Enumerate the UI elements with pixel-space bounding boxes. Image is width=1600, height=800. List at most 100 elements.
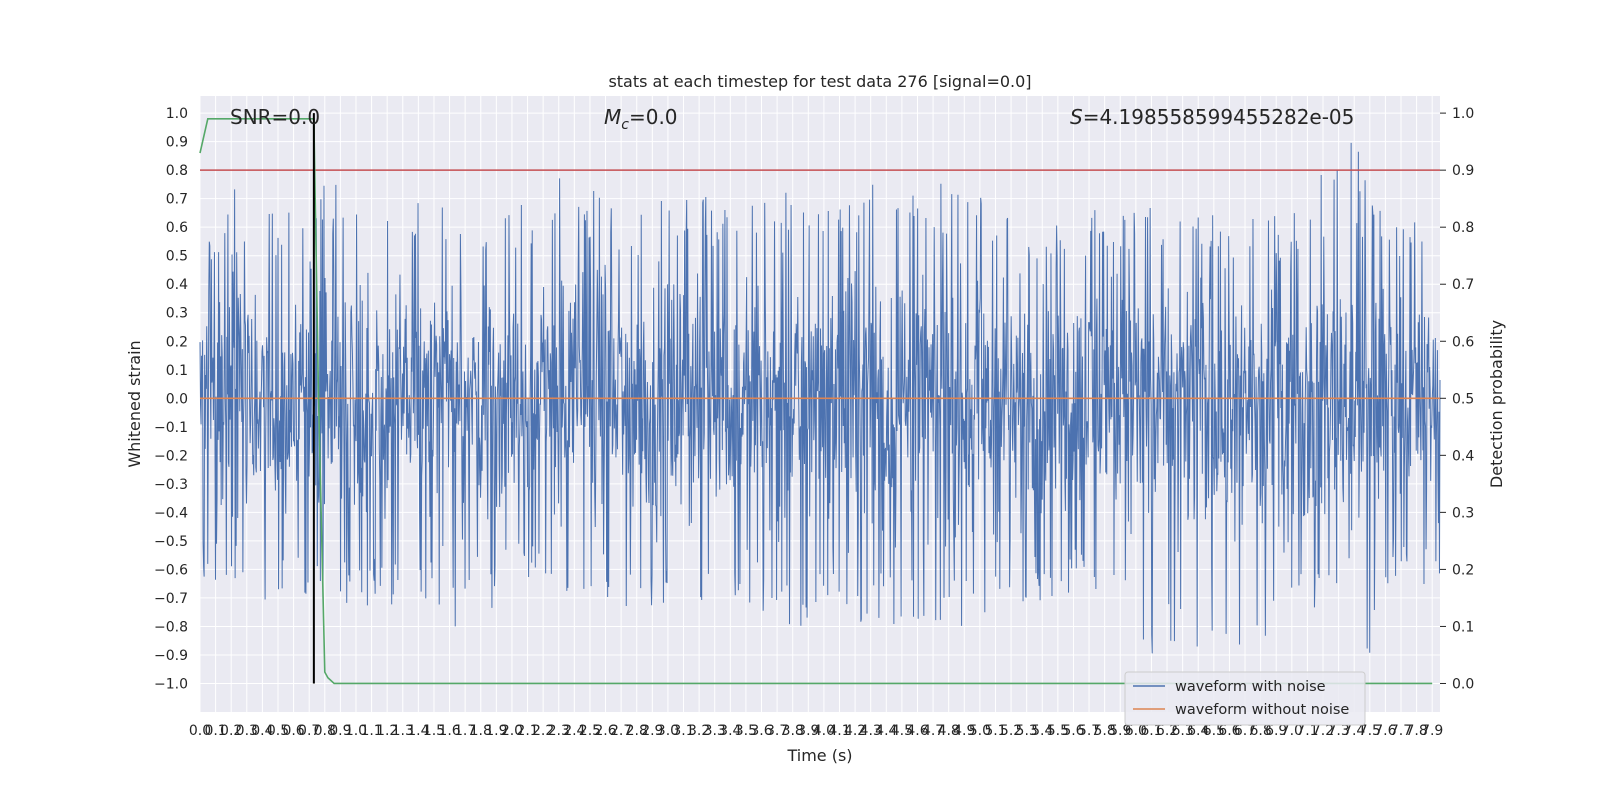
x-tick-label: 4.3: [860, 723, 882, 739]
annotation-s-statistic: S=4.198558599455282e-05: [1070, 105, 1354, 129]
x-tick-label: 4.4: [875, 723, 897, 739]
x-tick-label: 5.9: [1109, 723, 1131, 739]
y-right-tick-label: 0.5: [1452, 391, 1474, 407]
series-waveform-with-noise: [199, 142, 1441, 654]
x-tick-label: 5.4: [1031, 723, 1053, 739]
x-tick-label: 6.5: [1203, 723, 1225, 739]
y-right-tick-label: 0.9: [1452, 163, 1474, 179]
y-tick-label: −0.7: [154, 591, 188, 607]
y-axis-right-label: Detection probability: [1487, 320, 1506, 488]
x-tick-label: 3.3: [704, 723, 726, 739]
y-right-tick-label: 0.3: [1452, 505, 1474, 521]
y-tick-label: 1.0: [166, 106, 188, 122]
x-tick-label: 5.7: [1078, 723, 1100, 739]
x-tick-label: 2.1: [516, 723, 538, 739]
x-tick-label: 3.5: [735, 723, 757, 739]
y-tick-label: −0.1: [154, 420, 188, 436]
x-tick-label: 2.9: [641, 723, 663, 739]
x-tick-label: 5.1: [984, 723, 1006, 739]
x-tick-label: 6.8: [1249, 723, 1271, 739]
y-tick-label: 0.9: [166, 135, 188, 151]
y-right-tick-label: 0.1: [1452, 619, 1474, 635]
x-tick-label: 5.3: [1016, 723, 1038, 739]
x-tick-label: 4.0: [813, 723, 835, 739]
y-tick-label: −0.3: [154, 477, 188, 493]
x-tick-label: 5.2: [1000, 723, 1022, 739]
x-tick-label: 2.7: [610, 723, 632, 739]
detection-probability-line: [199, 118, 1433, 685]
y-tick-label: −0.8: [154, 619, 188, 635]
y-right-tick-label: 0.0: [1452, 676, 1474, 692]
x-tick-label: 3.8: [782, 723, 804, 739]
x-tick-label: 1.0: [345, 723, 367, 739]
x-tick-label: 3.1: [672, 723, 694, 739]
x-tick-label: 7.6: [1374, 723, 1396, 739]
x-tick-label: 4.2: [844, 723, 866, 739]
x-tick-label: 7.5: [1359, 723, 1381, 739]
x-tick-label: 0.8: [314, 723, 336, 739]
x-tick-label: 7.3: [1327, 723, 1349, 739]
x-tick-label: 4.7: [922, 723, 944, 739]
x-tick-label: 0.2: [220, 723, 242, 739]
y-tick-label: −0.4: [154, 505, 188, 521]
x-tick-label: 6.1: [1140, 723, 1162, 739]
x-tick-label: 7.1: [1296, 723, 1318, 739]
x-tick-label: 6.3: [1172, 723, 1194, 739]
x-tick-label: 6.0: [1125, 723, 1147, 739]
y-tick-label: 0.2: [166, 334, 188, 350]
x-tick-label: 4.5: [891, 723, 913, 739]
x-tick-label: 0.1: [204, 723, 226, 739]
x-tick-label: 5.6: [1062, 723, 1084, 739]
x-tick-label: 0.5: [267, 723, 289, 739]
x-axis-label: Time (s): [786, 746, 852, 765]
legend-label-clean: waveform without noise: [1175, 702, 1349, 718]
x-tick-label: 5.0: [969, 723, 991, 739]
y-tick-label: 0.0: [166, 391, 188, 407]
x-tick-label: 0.4: [251, 723, 273, 739]
x-tick-label: 0.3: [236, 723, 258, 739]
x-tick-label: 7.7: [1390, 723, 1412, 739]
x-tick-label: 1.7: [454, 723, 476, 739]
annotation-chirp-mass: Mc=0.0: [604, 105, 678, 133]
y-right-tick-label: 0.2: [1452, 562, 1474, 578]
x-tick-label: 1.4: [407, 723, 429, 739]
y-right-tick-label: 0.7: [1452, 277, 1474, 293]
x-tick-label: 0.0: [189, 723, 211, 739]
x-tick-label: 2.3: [548, 723, 570, 739]
y-tick-label: 0.8: [166, 163, 188, 179]
x-tick-label: 5.8: [1094, 723, 1116, 739]
y-tick-label: −0.9: [154, 648, 188, 664]
y-tick-label: 0.4: [166, 277, 188, 293]
x-tick-label: 2.4: [563, 723, 585, 739]
x-tick-label: 6.9: [1265, 723, 1287, 739]
x-tick-label: 0.9: [329, 723, 351, 739]
x-tick-label: 2.8: [626, 723, 648, 739]
x-tick-label: 6.6: [1218, 723, 1240, 739]
y-tick-label: −1.0: [154, 676, 188, 692]
legend-label-noise: waveform with noise: [1175, 679, 1326, 695]
x-tick-label: 2.2: [532, 723, 554, 739]
x-tick-label: 7.0: [1281, 723, 1303, 739]
x-tick-label: 1.6: [438, 723, 460, 739]
x-tick-label: 3.9: [797, 723, 819, 739]
x-tick-label: 3.7: [766, 723, 788, 739]
legend: waveform with noise waveform without noi…: [1124, 671, 1366, 726]
x-tick-label: 7.8: [1405, 723, 1427, 739]
x-tick-label: 7.9: [1421, 723, 1443, 739]
x-tick-label: 7.4: [1343, 723, 1365, 739]
y-axis-left-ticks: 1.0 0.9 0.8 0.7 0.6 0.5 0.4 0.3 0.2 0.1 0.0 −0.1 −0.…: [154, 106, 188, 692]
series-lines: [199, 113, 1440, 685]
y-tick-label: 0.3: [166, 306, 188, 322]
x-tick-label: 0.7: [298, 723, 320, 739]
y-right-tick-label: 0.4: [1452, 448, 1474, 464]
x-tick-label: 3.0: [657, 723, 679, 739]
x-tick-label: 3.2: [688, 723, 710, 739]
x-tick-label: 1.3: [392, 723, 414, 739]
x-tick-label: 2.6: [594, 723, 616, 739]
x-tick-label: 6.4: [1187, 723, 1209, 739]
y-axis-right-ticks: 1.0 0.9 0.8 0.7 0.6 0.5 0.4 0.3 0.2 0.1 0.0: [1440, 106, 1474, 692]
y-tick-label: −0.5: [154, 534, 188, 550]
y-right-tick-label: 0.8: [1452, 220, 1474, 236]
y-tick-label: 0.1: [166, 363, 188, 379]
